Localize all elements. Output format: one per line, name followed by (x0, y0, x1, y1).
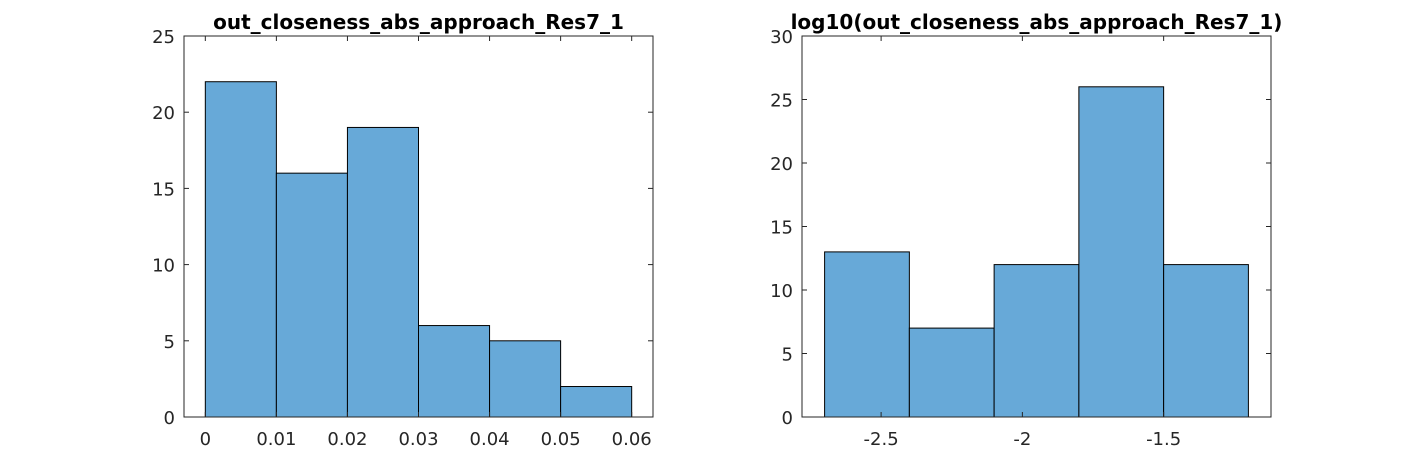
x-tick-label: 0.03 (398, 429, 438, 450)
histogram-bar (1163, 264, 1249, 418)
histogram-bar (204, 81, 277, 418)
y-tick-label: 5 (782, 345, 793, 366)
y-tick-label: 0 (782, 408, 793, 429)
x-tick-label: 0 (200, 429, 211, 450)
histogram-bar (275, 172, 348, 418)
histogram-bar (346, 126, 419, 418)
histogram-bar (993, 264, 1080, 418)
chart-title: log10(out_closeness_abs_approach_Res7_1) (791, 10, 1283, 34)
x-tick-label: -1.5 (1146, 429, 1181, 450)
chart-title: out_closeness_abs_approach_Res7_1 (213, 10, 624, 34)
x-tick-label: 0.04 (470, 429, 510, 450)
y-tick-label: 5 (164, 332, 175, 353)
x-tick-label: 0.05 (541, 429, 581, 450)
y-tick-label: 0 (164, 408, 175, 429)
chart-1: 0 5 10 15 20 25 0 0.01 0.02 0.03 0.04 0.05 0.06 out_c… (152, 10, 654, 450)
x-tick-label: -2 (1013, 429, 1031, 450)
histogram-bar (560, 386, 633, 418)
x-tick-label: 0.02 (327, 429, 367, 450)
y-tick-label: 15 (770, 218, 793, 239)
y-tick-label: 20 (152, 103, 175, 124)
y-tick-label: 30 (770, 27, 793, 48)
chart-2: 0 5 10 15 20 25 30 -2.5 -2 -1.5 log10(out_closenes… (770, 10, 1282, 450)
x-tick-label: -2.5 (864, 429, 899, 450)
y-tick-label: 25 (770, 91, 793, 112)
histogram-bar (908, 327, 995, 418)
y-tick-label: 10 (770, 281, 793, 302)
y-tick-label: 15 (152, 179, 175, 200)
histogram-bar (489, 340, 562, 418)
histogram-bar (1078, 86, 1165, 418)
y-tick-label: 20 (770, 154, 793, 175)
y-tick-label: 10 (152, 256, 175, 277)
histogram-bar (824, 251, 910, 418)
y-tick-label: 25 (152, 27, 175, 48)
x-tick-label: 0.06 (612, 429, 652, 450)
histogram-bar (418, 325, 491, 418)
x-tick-label: 0.01 (256, 429, 296, 450)
